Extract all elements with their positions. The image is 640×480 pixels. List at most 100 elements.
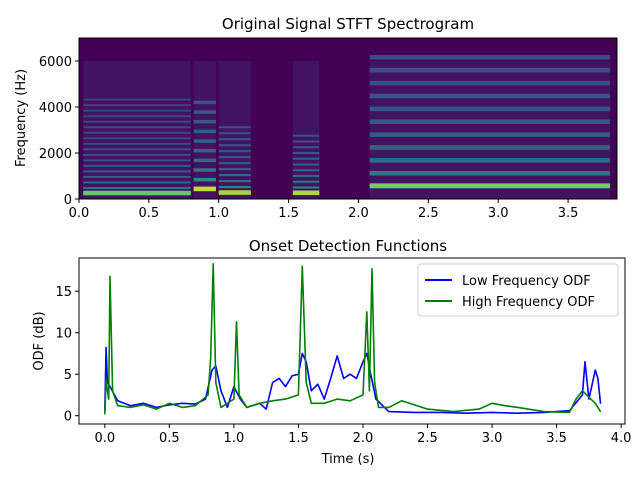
odf-data-point: [117, 405, 119, 407]
spectrogram-plot-area: [79, 38, 617, 199]
spectrogram-harmonic-band: [83, 181, 191, 184]
spectrogram-harmonic-band: [83, 159, 191, 162]
spectrogram-y-label: Frequency (Hz): [14, 69, 29, 167]
odf-data-point: [301, 352, 303, 355]
spectrogram-harmonic-band: [83, 137, 191, 140]
odf-data-point: [142, 404, 145, 406]
spectrogram-harmonic-band: [83, 109, 191, 112]
spectrogram-harmonic-band: [83, 170, 191, 173]
odf-data-point: [366, 352, 368, 355]
odf-data-point: [465, 412, 467, 414]
odf-data-point: [305, 381, 307, 384]
odf-x-tick-label: 1.5: [288, 431, 309, 446]
odf-x-label: Time (s): [321, 452, 375, 467]
odf-data-point: [388, 406, 390, 408]
odf-data-point: [238, 394, 240, 396]
odf-data-point: [212, 263, 214, 265]
odf-data-point: [272, 381, 274, 384]
odf-data-point: [349, 400, 351, 402]
spectrogram-harmonic-band: [193, 100, 216, 105]
odf-data-point: [284, 386, 287, 388]
odf-data-point: [594, 369, 596, 371]
odf-data-point: [355, 377, 358, 379]
spectrogram-harmonic-band: [369, 80, 611, 86]
odf-data-point: [310, 402, 312, 404]
odf-data-point: [142, 402, 145, 404]
spectrogram-harmonic-band: [83, 126, 191, 129]
spectrogram-x-tick-label: 2.5: [418, 206, 439, 221]
spectrogram-harmonic-band: [218, 174, 251, 177]
odf-data-point: [317, 383, 319, 385]
odf-data-point: [220, 390, 222, 392]
odf-data-point: [343, 377, 345, 379]
odf-data-point: [330, 377, 332, 379]
spectrogram-harmonic-band: [369, 170, 611, 176]
odf-plot-area: [104, 262, 602, 415]
odf-data-point: [414, 411, 416, 413]
spectrogram-harmonic-band: [292, 174, 320, 178]
odf-x-tick-label: 0.5: [159, 431, 180, 446]
legend-label-low: Low Frequency ODF: [462, 274, 591, 289]
odf-data-point: [599, 410, 602, 413]
spectrogram-harmonic-band: [83, 186, 191, 189]
odf-data-point: [207, 394, 209, 396]
odf-data-point: [181, 402, 183, 404]
spectrogram-harmonic-band: [218, 179, 251, 183]
spectrogram-harmonic-band: [218, 144, 251, 147]
spectrogram-fundamental-band: [193, 186, 216, 192]
odf-data-point: [310, 390, 312, 392]
odf-data-point: [155, 406, 158, 408]
spectrogram-harmonic-band: [83, 175, 191, 178]
odf-data-point: [233, 398, 235, 400]
spectrogram-harmonic-band: [218, 150, 251, 153]
odf-data-point: [588, 398, 590, 400]
odf-data-point: [362, 361, 364, 363]
spectrogram-harmonic-band: [193, 110, 216, 114]
odf-data-point: [594, 402, 596, 404]
spectrogram-segment-noise: [292, 61, 320, 199]
spectrogram-harmonic-band: [292, 186, 320, 189]
odf-data-point: [204, 398, 207, 400]
legend-label-high: High Frequency ODF: [462, 295, 595, 310]
odf-data-point: [452, 410, 454, 413]
spectrogram-harmonic-band: [83, 104, 191, 107]
odf-x-tick-label: 3.0: [482, 431, 503, 446]
odf-data-point: [575, 398, 577, 400]
odf-data-point: [117, 400, 119, 402]
spectrogram-harmonic-band: [218, 185, 251, 189]
spectrogram-harmonic-band: [218, 126, 251, 129]
odf-data-point: [323, 402, 325, 404]
odf-x-tick-label: 4.0: [611, 431, 632, 446]
spectrogram-harmonic-band: [83, 153, 191, 156]
spectrogram-harmonic-band: [292, 180, 320, 183]
odf-data-point: [226, 406, 229, 408]
spectrogram-segment-noise: [83, 61, 191, 199]
odf-data-point: [377, 406, 380, 408]
spectrogram-x-tick-label: 1.0: [208, 206, 229, 221]
odf-data-point: [109, 386, 111, 388]
spectrogram-harmonic-band: [83, 164, 191, 167]
odf-data-point: [517, 406, 519, 408]
odf-data-point: [439, 411, 442, 413]
spectrogram-fundamental-band: [83, 190, 191, 196]
odf-data-point: [426, 408, 429, 410]
odf-data-point: [301, 265, 303, 267]
spectrogram-harmonic-band: [369, 67, 611, 73]
odf-data-point: [349, 373, 351, 375]
odf-data-point: [401, 400, 403, 402]
odf-data-point: [581, 394, 584, 396]
spectrogram-harmonic-band: [292, 163, 320, 166]
spectrogram-harmonic-band: [83, 142, 191, 145]
odf-data-point: [246, 406, 248, 408]
odf-data-point: [581, 390, 584, 392]
spectrogram-y-tick-label: 0: [64, 193, 72, 208]
spectrogram-harmonic-band: [193, 158, 216, 163]
odf-data-point: [215, 381, 217, 384]
odf-x-tick-label: 2.0: [353, 431, 374, 446]
odf-data-point: [368, 390, 371, 392]
odf-title: Onset Detection Functions: [249, 237, 447, 255]
odf-data-point: [504, 405, 506, 407]
odf-data-point: [105, 347, 107, 349]
spectrogram-x-tick-label: 2.0: [348, 206, 369, 221]
